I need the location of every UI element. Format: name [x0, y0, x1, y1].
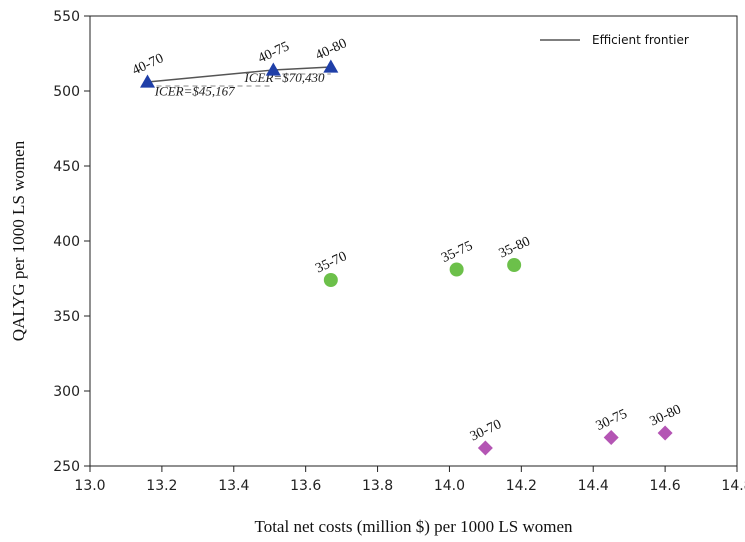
x-tick-label: 13.4 — [218, 478, 249, 494]
x-tick-label: 14.4 — [578, 478, 609, 494]
triangle-marker — [140, 74, 156, 88]
point-label: 30-70 — [468, 417, 504, 444]
x-tick-label: 14.6 — [650, 478, 681, 494]
y-tick-label: 250 — [53, 459, 80, 475]
circle-marker — [449, 262, 464, 277]
y-tick-label: 300 — [53, 384, 80, 400]
triangle-marker — [265, 62, 281, 76]
diamond-marker — [603, 430, 619, 445]
x-tick-label: 14.0 — [434, 478, 465, 494]
legend-label: Efficient frontier — [592, 33, 689, 47]
point-label: 35-75 — [439, 239, 475, 266]
circle-marker — [323, 273, 338, 287]
x-tick-label: 14.2 — [506, 478, 537, 494]
y-axis-title: QALYG per 1000 LS women — [9, 140, 28, 341]
y-tick-label: 450 — [53, 159, 80, 175]
y-tick-label: 550 — [53, 9, 80, 25]
y-tick-label: 500 — [53, 84, 80, 100]
point-label: 40-75 — [256, 39, 292, 66]
x-tick-label: 13.0 — [74, 478, 105, 494]
diamond-marker — [657, 425, 673, 441]
x-axis-title: Total net costs (million $) per 1000 LS … — [255, 517, 573, 536]
point-label: 40-70 — [130, 51, 166, 78]
y-tick-label: 400 — [53, 234, 80, 250]
circle-marker — [507, 258, 522, 272]
x-tick-label: 13.2 — [146, 478, 177, 494]
point-label: 30-80 — [648, 402, 684, 429]
x-tick-label: 13.6 — [290, 478, 321, 494]
point-label: 35-80 — [497, 234, 533, 261]
point-label: 40-80 — [313, 36, 349, 63]
x-tick-label: 14.8 — [721, 478, 745, 494]
y-tick-label: 350 — [53, 309, 80, 325]
icer-annotation: ICER=$70,430 — [244, 70, 325, 85]
diamond-marker — [477, 440, 493, 456]
triangle-marker — [323, 59, 339, 73]
point-label: 35-70 — [313, 249, 349, 276]
x-tick-label: 13.8 — [362, 478, 393, 494]
icer-annotation: ICER=$45,167 — [154, 84, 235, 99]
point-label: 30-75 — [594, 407, 630, 434]
